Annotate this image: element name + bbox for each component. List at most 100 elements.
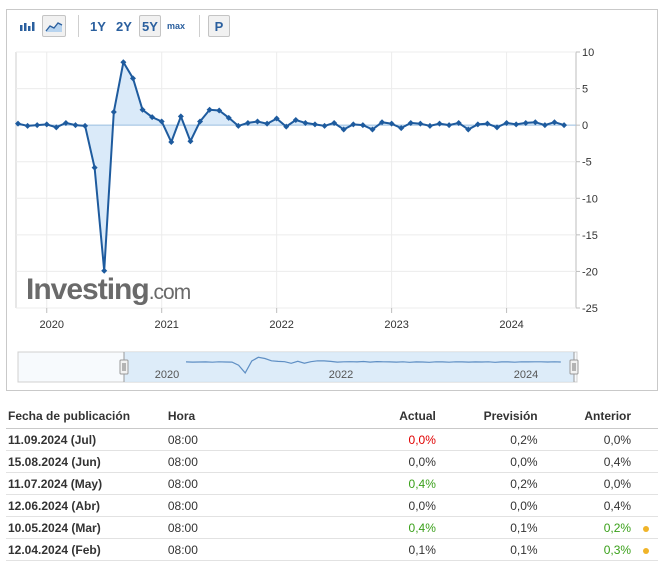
data-point — [120, 59, 127, 66]
previous-cell: 0,0% — [539, 428, 634, 451]
navigator-label: 2022 — [329, 369, 353, 381]
data-point — [53, 124, 60, 131]
data-point — [407, 119, 414, 126]
table-row: 12.06.2024 (Abr) 08:00 0,0% 0,0% 0,4% — [6, 494, 658, 517]
table-row: 10.05.2024 (Mar) 08:00 0,4% 0,1% 0,2% — [6, 516, 658, 539]
revision-cell — [633, 516, 658, 539]
data-point — [503, 119, 510, 126]
p-button[interactable]: P — [208, 15, 231, 37]
data-point — [187, 138, 194, 145]
watermark-logo: Investing.com — [26, 273, 191, 306]
data-point — [91, 164, 98, 171]
navigator-left-handle[interactable] — [119, 359, 129, 375]
data-point — [551, 119, 558, 126]
data-point — [292, 117, 299, 124]
data-point — [177, 113, 184, 120]
data-point — [321, 122, 328, 129]
data-point — [446, 122, 453, 129]
forecast-cell: 0,0% — [437, 494, 540, 517]
col-date-header[interactable]: Fecha de publicación — [6, 404, 166, 429]
forecast-cell: 0,1% — [437, 516, 540, 539]
time-cell: 08:00 — [165, 494, 326, 517]
col-previous-header[interactable]: Anterior — [539, 404, 634, 429]
toolbar-divider — [78, 15, 79, 37]
actual-cell: 0,0% — [325, 450, 438, 473]
range-2y-button[interactable]: 2Y — [116, 18, 132, 34]
release-date-cell: 11.09.2024 (Jul) — [6, 428, 166, 451]
range-1y-button[interactable]: 1Y — [90, 18, 106, 34]
data-point — [235, 122, 242, 129]
toolbar-divider — [199, 15, 201, 37]
y-axis: 10 5 0 -5 -10 -15 -20 -25 — [576, 47, 598, 315]
data-point — [158, 118, 165, 125]
y-tick-label: 0 — [582, 120, 588, 132]
data-point — [417, 120, 424, 127]
data-point — [359, 122, 366, 129]
data-point — [426, 122, 433, 129]
release-date-cell: 12.04.2024 (Feb) — [6, 538, 166, 561]
range-max-button[interactable]: max — [167, 21, 186, 31]
bar-chart-icon[interactable] — [16, 15, 38, 37]
data-point — [513, 121, 520, 128]
revision-dot-icon[interactable] — [642, 525, 649, 532]
series-area-fill — [18, 62, 565, 271]
data-point — [244, 119, 251, 126]
range-navigator[interactable]: 2020 2022 2024 — [17, 351, 579, 383]
table-row: 11.07.2024 (May) 08:00 0,4% 0,2% 0,0% — [6, 472, 658, 495]
data-point — [149, 114, 156, 121]
chart-area — [16, 62, 576, 271]
data-point — [302, 119, 309, 126]
col-time-header[interactable]: Hora — [165, 404, 326, 429]
actual-cell: 0,1% — [325, 538, 438, 561]
data-point — [168, 138, 175, 145]
data-point — [82, 122, 89, 129]
data-point — [311, 121, 318, 128]
data-point — [350, 121, 357, 128]
data-point — [532, 119, 539, 126]
area-chart-icon[interactable] — [42, 15, 66, 37]
revision-cell — [633, 538, 658, 561]
revision-dot-icon[interactable] — [642, 547, 649, 554]
data-point — [541, 122, 548, 129]
navigator-label: 2024 — [514, 369, 538, 381]
data-point — [24, 122, 31, 129]
time-cell: 08:00 — [165, 450, 326, 473]
actual-cell: 0,0% — [325, 428, 438, 451]
data-point — [110, 108, 117, 115]
data-point — [139, 106, 146, 113]
data-point — [379, 119, 386, 126]
table-row: 15.08.2024 (Jun) 08:00 0,0% 0,0% 0,4% — [6, 450, 658, 473]
data-point — [197, 118, 204, 125]
release-date-cell: 12.06.2024 (Abr) — [6, 494, 166, 517]
col-forecast-header[interactable]: Previsión — [437, 404, 540, 429]
release-date-cell: 15.08.2024 (Jun) — [6, 450, 166, 473]
previous-cell: 0,0% — [539, 472, 634, 495]
data-point — [455, 119, 462, 126]
series-line — [17, 59, 565, 271]
navigator-right-handle[interactable] — [569, 359, 579, 375]
data-point — [72, 122, 79, 129]
data-point — [398, 125, 405, 132]
data-point — [254, 118, 261, 125]
previous-cell: 0,4% — [539, 450, 634, 473]
y-tick-label: 5 — [582, 84, 588, 96]
actual-cell: 0,4% — [325, 472, 438, 495]
revision-cell — [633, 450, 658, 473]
previous-cell: 0,3% — [539, 538, 634, 561]
col-actual-header[interactable]: Actual — [325, 404, 438, 429]
data-point — [15, 120, 21, 127]
data-point — [101, 267, 108, 274]
chart-toolbar: 1Y 2Y 5Y max P — [16, 13, 234, 39]
range-5y-button[interactable]: 5Y — [139, 15, 161, 37]
revision-cell — [633, 428, 658, 451]
actual-cell: 0,0% — [325, 494, 438, 517]
table-header-row: Fecha de publicación Hora Actual Previsi… — [6, 404, 658, 429]
release-date-cell: 10.05.2024 (Mar) — [6, 516, 166, 539]
data-point — [225, 114, 232, 121]
data-point — [331, 119, 338, 126]
data-point — [129, 75, 136, 82]
data-point — [474, 121, 481, 128]
y-tick-label: -10 — [582, 193, 598, 205]
time-cell: 08:00 — [165, 538, 326, 561]
